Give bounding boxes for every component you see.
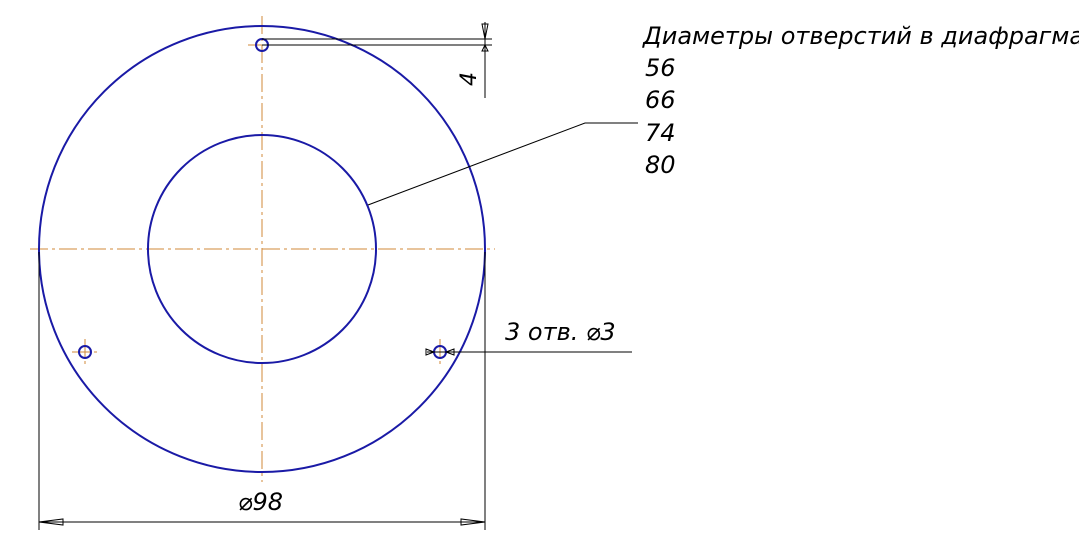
note-value-1: 56 bbox=[645, 54, 676, 82]
note-value-3: 74 bbox=[645, 119, 676, 147]
center-lines bbox=[30, 16, 495, 482]
arrow-offset-bottom bbox=[481, 43, 489, 52]
offset-label: 4 bbox=[457, 72, 482, 86]
dimension-lines bbox=[38, 22, 638, 530]
holes-label: 3 отв. ⌀3 bbox=[505, 318, 616, 346]
mounting-hole-left bbox=[78, 345, 92, 359]
arrow-hole-right bbox=[444, 348, 455, 356]
note-leader bbox=[367, 122, 638, 206]
arrow-hole-left bbox=[425, 348, 436, 356]
arrow-diameter-left bbox=[38, 518, 64, 526]
inner-opening-circle bbox=[147, 134, 377, 364]
note-value-2: 66 bbox=[645, 86, 676, 114]
note-heading: Диаметры отверстий в диафрагмах: bbox=[642, 22, 1079, 50]
outer-diameter-label: ⌀98 bbox=[238, 488, 283, 516]
arrow-diameter-right bbox=[460, 518, 486, 526]
note-value-4: 80 bbox=[645, 151, 676, 179]
arrow-offset-top bbox=[481, 23, 489, 40]
outer-circle bbox=[38, 25, 486, 473]
arrowheads bbox=[38, 23, 489, 526]
